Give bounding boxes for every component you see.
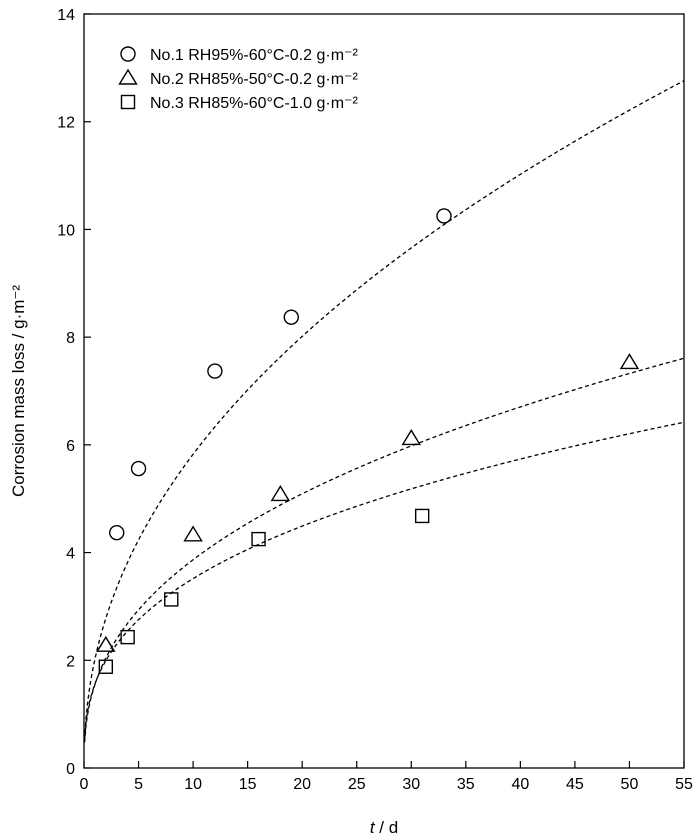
triangle-marker [183,525,203,542]
y-tick-label: 12 [57,115,75,132]
circle-marker [436,208,452,224]
y-tick-label: 6 [66,438,75,455]
x-tick-label: 5 [134,776,143,793]
legend: No.1 RH95%-60°C-0.2 g·m⁻² No.2 RH85%-50°C… [118,46,358,112]
x-tick-label: 30 [402,776,420,793]
y-tick-label: 14 [57,7,75,24]
x-tick-label: 55 [675,776,693,793]
circle-marker [283,309,299,325]
triangle-marker [619,353,640,370]
x-tick-label: 20 [293,776,311,793]
circle-marker [120,46,136,62]
x-tick-label: 10 [184,776,202,793]
fit-curve [83,357,685,743]
y-tick-label: 8 [66,330,75,347]
circle-marker [130,460,147,477]
square-marker [251,531,266,547]
y-tick-label: 10 [57,222,75,239]
triangle-marker [118,68,138,85]
legend-label: No.3 RH85%-60°C-1.0 g·m⁻² [150,95,358,112]
data-points [96,208,640,674]
y-axis-title: Corrosion mass loss / g·m⁻² [9,285,28,497]
plot-frame [83,13,685,769]
square-marker [414,508,430,524]
square-marker [164,592,179,607]
circle-marker [207,363,223,379]
y-tick-label: 2 [66,653,75,670]
x-tick-label: 45 [566,776,584,793]
x-tick-label: 15 [239,776,257,793]
fit-curves [83,80,685,743]
axis-ticks: 0 5 10 15 20 25 30 35 40 45 50 55 0 2 4 6 8 10 12 14 [57,7,693,793]
y-tick-label: 0 [66,761,75,778]
x-tick-label: 35 [457,776,475,793]
fit-curve [83,80,685,741]
triangle-marker [96,635,116,652]
square-marker [120,94,136,110]
circle-marker [109,524,125,541]
triangle-marker [270,485,291,502]
x-tick-label: 40 [511,776,529,793]
x-axis-title: t / d [370,818,398,837]
fit-curve [83,421,685,739]
square-marker [120,629,135,645]
x-tick-label: 25 [348,776,366,793]
x-tick-label: 0 [80,776,89,793]
square-marker [98,659,114,674]
x-tick-label: 50 [621,776,639,793]
y-tick-label: 4 [66,546,75,563]
legend-label: No.1 RH95%-60°C-0.2 g·m⁻² [150,47,358,64]
legend-label: No.2 RH85%-50°C-0.2 g·m⁻² [150,71,358,88]
triangle-marker [401,429,422,446]
